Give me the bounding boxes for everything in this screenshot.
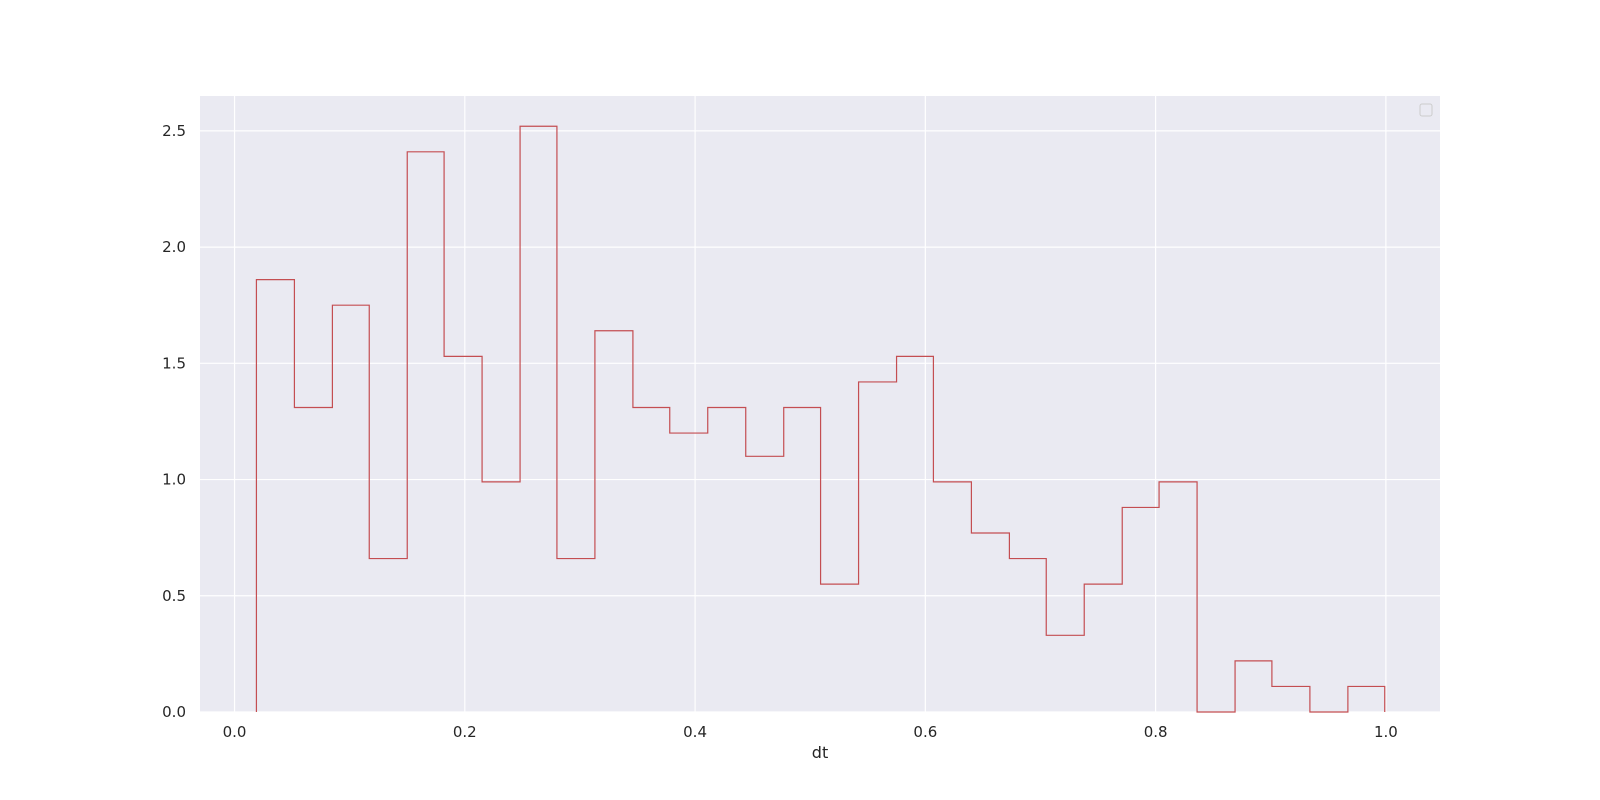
x-tick-label: 0.0: [223, 723, 247, 741]
y-tick-label: 0.5: [162, 587, 186, 605]
x-tick-label: 0.4: [683, 723, 707, 741]
x-tick-label: 0.2: [453, 723, 477, 741]
y-tick-label: 1.0: [162, 471, 186, 489]
x-axis-tick-labels: 0.0 0.2 0.4 0.6 0.8 1.0: [223, 723, 1398, 741]
legend-box: [1419, 103, 1433, 117]
x-tick-label: 0.6: [913, 723, 937, 741]
y-tick-label: 2.0: [162, 238, 186, 256]
y-tick-label: 2.5: [162, 122, 186, 140]
y-tick-label: 1.5: [162, 354, 186, 372]
x-tick-label: 1.0: [1374, 723, 1398, 741]
x-tick-label: 0.8: [1144, 723, 1168, 741]
histogram-step-line: [255, 125, 1386, 713]
plot-area: [200, 96, 1440, 712]
x-axis-label: dt: [812, 743, 828, 762]
y-axis-tick-labels: 0.0 0.5 1.0 1.5 2.0 2.5: [162, 122, 186, 721]
y-tick-label: 0.0: [162, 703, 186, 721]
